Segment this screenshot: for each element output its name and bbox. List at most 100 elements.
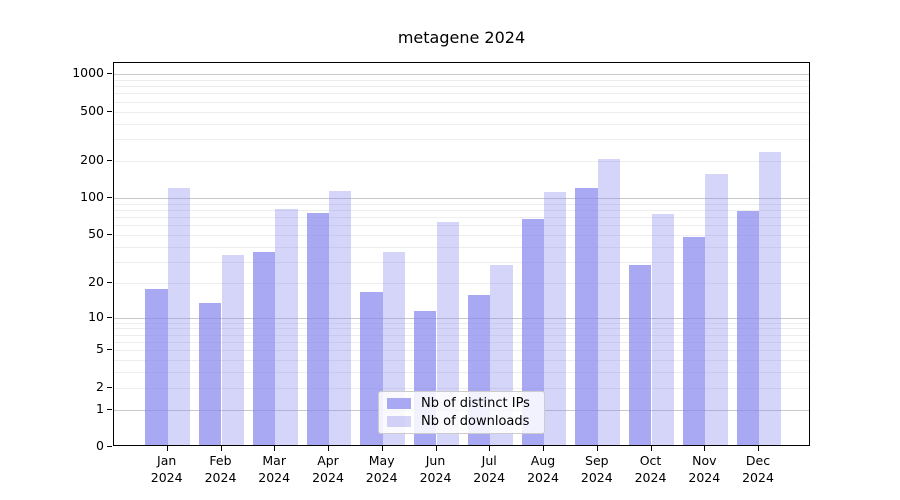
legend-entry-distinct-ips: Nb of distinct IPs [387,396,536,411]
gridline-minor [114,372,809,374]
bar-downloads-mar [275,209,298,445]
plot-area [113,62,810,446]
bar-distinct-ips-apr [306,212,329,445]
bar-distinct-ips-jan [145,289,168,445]
legend-label-downloads: Nb of downloads [421,413,530,429]
y-tick-mark [107,73,112,75]
y-tick-label: 2 [96,378,104,394]
x-tick-label-may: May 2024 [365,453,398,485]
x-tick-label-jan: Jan 2024 [150,453,183,485]
legend-label-distinct-ips: Nb of distinct IPs [421,396,530,412]
chart-title: metagene 2024 [397,28,526,47]
y-tick-label: 200 [80,151,104,167]
y-tick-label: 10 [88,308,104,324]
y-tick-mark [107,316,112,318]
gridline-minor [114,328,809,330]
x-tick-mark [274,446,276,451]
gridline-minor [114,203,809,205]
gridline-minor [114,86,809,88]
gridline-minor [114,79,809,81]
y-tick-label: 500 [80,102,104,118]
x-tick-mark [704,446,706,451]
legend-entry-downloads: Nb of downloads [387,414,536,429]
y-tick-mark [107,233,112,235]
gridline-minor [114,350,809,352]
bar-downloads-jun [436,222,459,445]
gridline-minor [114,282,809,284]
x-tick-mark [166,446,168,451]
x-tick-mark [543,446,545,451]
y-tick-mark [107,349,112,351]
bar-downloads-sep [597,158,621,445]
bar-distinct-ips-sep [575,187,598,445]
gridline-minor [114,93,809,95]
x-tick-label-nov: Nov 2024 [688,453,721,485]
y-tick-mark [107,110,112,112]
legend-swatch-distinct-ips [387,398,411,410]
gridline-minor [114,246,809,248]
legend: Nb of distinct IPs Nb of downloads [378,391,545,434]
bar-distinct-ips-mar [252,251,276,445]
x-tick-label-jun: Jun 2024 [419,453,452,485]
y-tick-label: 100 [80,188,104,204]
x-tick-label-jul: Jul 2024 [473,453,506,485]
x-tick-mark [489,446,491,451]
bar-downloads-feb [221,254,244,445]
x-tick-label-feb: Feb 2024 [204,453,237,485]
y-tick-label: 1000 [72,65,104,81]
gridline-major [114,74,809,76]
x-tick-mark [758,446,760,451]
y-tick-label: 20 [88,273,104,289]
x-tick-mark [650,446,652,451]
y-tick-mark [107,159,112,161]
y-tick-label: 50 [88,225,104,241]
gridline-minor [114,160,809,162]
x-tick-label-sep: Sep 2024 [580,453,613,485]
x-tick-mark [328,446,330,451]
bar-distinct-ips-aug [521,218,544,445]
gridline-minor [114,234,809,236]
x-tick-mark [381,446,383,451]
bar-downloads-apr [329,190,352,445]
x-tick-mark [596,446,598,451]
gridline-minor [114,225,809,227]
bar-distinct-ips-feb [199,302,222,445]
bar-distinct-ips-oct [629,265,652,445]
bar-downloads-nov [705,173,728,445]
gridline-minor [114,322,809,324]
gridline-minor [114,360,809,362]
gridline-minor [114,101,809,103]
gridline-major [114,317,809,319]
gridline-minor [114,139,809,140]
gridline-minor [114,387,809,389]
y-tick-label: 1 [96,400,104,416]
gridline-minor [114,342,809,343]
x-tick-label-oct: Oct 2024 [634,453,667,485]
y-tick-mark [107,281,112,283]
bar-distinct-ips-dec [736,210,759,445]
y-tick-label: 0 [96,438,104,453]
y-tick-label: 5 [96,341,104,357]
bar-downloads-dec [759,151,782,445]
gridline-minor [114,261,809,263]
x-tick-label-aug: Aug 2024 [527,453,559,485]
x-tick-label-dec: Dec 2024 [742,453,774,485]
gridline-minor [114,217,809,218]
x-tick-mark [435,446,437,451]
bar-downloads-aug [544,192,567,445]
x-tick-mark [220,446,222,451]
legend-swatch-downloads [387,415,411,427]
y-tick-mark [107,196,112,199]
gridline-minor [114,123,809,125]
gridline-minor [114,111,809,113]
y-tick-mark [107,446,112,448]
bar-distinct-ips-may [360,292,383,445]
x-tick-label-apr: Apr 2024 [312,453,344,485]
gridline-major [114,197,809,199]
bar-distinct-ips-nov [682,237,706,445]
x-tick-label-mar: Mar 2024 [258,453,291,485]
bar-downloads-oct [651,214,674,445]
y-tick-mark [107,386,112,388]
y-tick-mark [107,408,112,410]
